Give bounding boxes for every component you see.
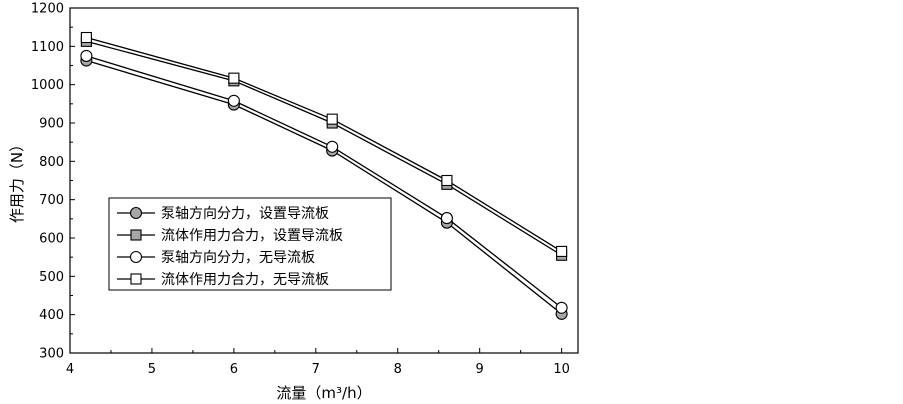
data-point-circle	[129, 206, 143, 220]
x-tick-label: 5	[148, 362, 156, 377]
series-4	[80, 31, 568, 257]
legend-item: 流体作用力合力，设置导流板	[117, 228, 343, 244]
x-axis-title: 流量（m³/h）	[276, 384, 371, 402]
y-tick-label: 600	[39, 232, 64, 247]
x-tick-label: 10	[553, 362, 570, 377]
data-point-square	[556, 245, 568, 257]
legend-label: 泵轴方向分力，设置导流板	[161, 206, 329, 222]
y-tick-label: 500	[39, 270, 64, 285]
series-3	[80, 49, 568, 314]
data-point-square	[80, 31, 92, 44]
data-point-square	[130, 229, 142, 241]
data-point-circle	[555, 301, 568, 314]
legend-box	[108, 197, 392, 291]
y-tick-label: 700	[39, 193, 64, 208]
legend-label: 泵轴方向分力，无导流板	[161, 250, 315, 266]
y-axis-title: 作用力（N）	[8, 137, 26, 223]
series-layer	[80, 31, 568, 320]
data-point-square	[441, 174, 453, 187]
x-tick-label: 6	[230, 362, 238, 377]
data-point-square	[326, 113, 338, 125]
x-tick-label: 4	[66, 362, 74, 377]
legend-item: 流体作用力合力，无导流板	[117, 272, 329, 288]
legend-label: 流体作用力合力，无导流板	[161, 272, 329, 288]
y-tick-label: 400	[39, 308, 64, 323]
y-axis-ticks: 300 400 500 600 700 800 900 1000 1100 1200	[31, 2, 75, 362]
x-tick-label: 7	[312, 362, 320, 377]
y-tick-label: 800	[39, 155, 64, 170]
y-tick-label: 1200	[31, 2, 64, 17]
data-point-circle	[80, 49, 93, 62]
plot-frame	[69, 7, 579, 354]
y-tick-label: 1100	[31, 40, 64, 55]
x-axis-ticks: 4 5 6 7 8 9 10	[66, 348, 570, 377]
x-tick-label: 8	[394, 362, 402, 377]
y-tick-label: 900	[39, 117, 64, 132]
legend-item: 泵轴方向分力，设置导流板	[117, 206, 329, 222]
data-point-square	[228, 72, 240, 84]
y-tick-label: 1000	[31, 78, 64, 93]
data-point-circle	[326, 140, 339, 153]
legend-label: 流体作用力合力，设置导流板	[161, 228, 343, 244]
legend: 泵轴方向分力，设置导流板流体作用力合力，设置导流板泵轴方向分力，无导流板流体作用…	[108, 197, 392, 291]
legend-item: 泵轴方向分力，无导流板	[117, 250, 315, 266]
data-point-circle	[440, 212, 453, 225]
x-tick-label: 9	[476, 362, 484, 377]
data-point-circle	[129, 250, 143, 264]
data-point-circle	[227, 94, 240, 107]
data-point-square	[130, 273, 142, 285]
y-tick-label: 300	[39, 347, 64, 362]
